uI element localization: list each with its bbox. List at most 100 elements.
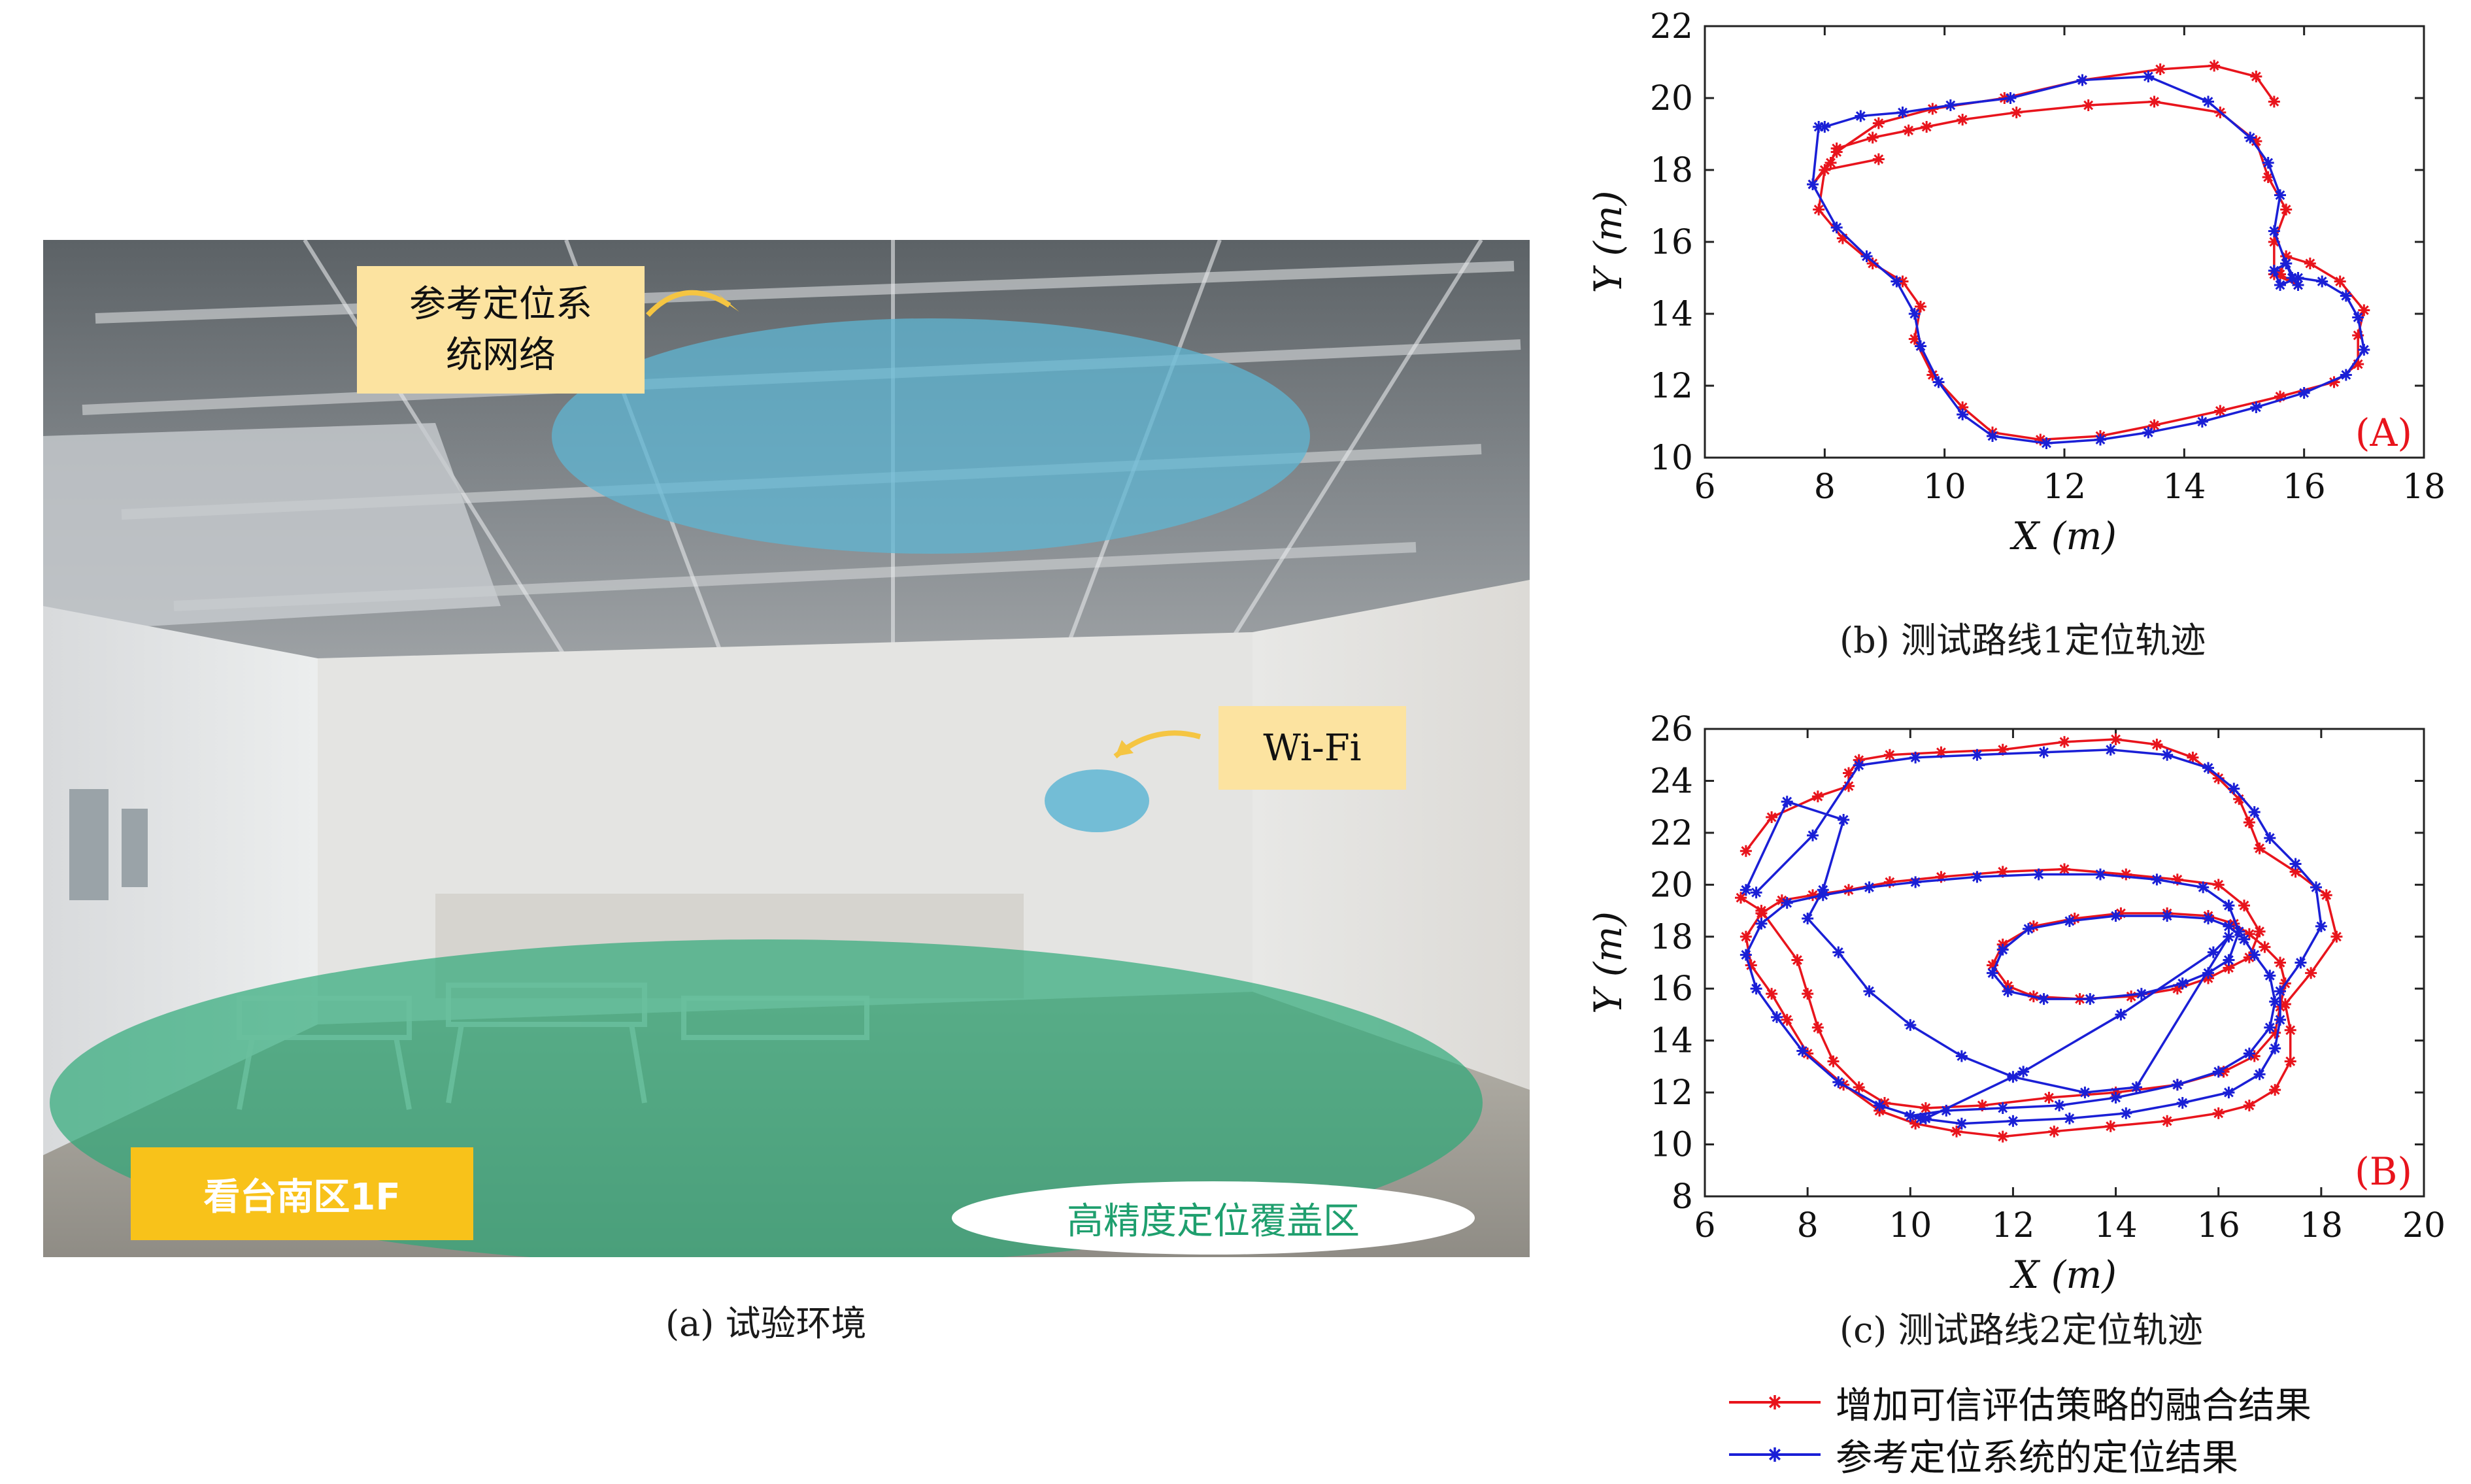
data-point	[2120, 1107, 2132, 1119]
data-point	[1750, 983, 1762, 995]
data-point	[1740, 949, 1752, 961]
legend-symbol-reference	[1729, 1447, 1821, 1462]
data-point	[1891, 275, 1903, 288]
data-point	[1863, 985, 1875, 998]
data-point	[1830, 146, 1843, 158]
data-point	[2125, 990, 2138, 1003]
data-point	[2316, 275, 2328, 288]
data-point	[2358, 304, 2370, 316]
data-point	[2094, 868, 2106, 881]
data-point	[1813, 203, 1825, 216]
data-point	[2115, 1008, 2127, 1020]
route2-caption: (c) 测试路线2定位轨迹	[1840, 1309, 2203, 1351]
data-point	[2264, 832, 2276, 844]
x-tick-label: 6	[1694, 467, 1715, 507]
data-point	[2315, 920, 2327, 932]
x-tick-label: 16	[2283, 467, 2326, 507]
data-point	[1807, 829, 1819, 841]
data-point	[1904, 1019, 1917, 1031]
reference-network-ellipse	[552, 318, 1310, 554]
data-point	[2212, 1107, 2225, 1119]
data-point	[2248, 949, 2261, 961]
data-point	[2238, 933, 2250, 945]
data-point	[2196, 416, 2208, 428]
data-point	[2063, 915, 2076, 927]
data-point	[2154, 63, 2166, 75]
data-point	[1996, 866, 2009, 878]
data-point	[2040, 437, 2053, 449]
data-point	[1802, 912, 1814, 924]
x-axis-label: X (m)	[2009, 1253, 2117, 1297]
data-point	[1976, 1099, 1989, 1111]
data-point	[2002, 985, 2014, 998]
data-point	[1951, 1125, 1962, 1138]
data-point	[1832, 946, 1845, 958]
data-point	[1791, 954, 1804, 966]
data-point	[2274, 189, 2286, 201]
data-point	[1955, 1117, 1968, 1130]
data-point	[2340, 369, 2352, 381]
y-tick-label: 14	[1650, 295, 1693, 334]
data-point	[2253, 1068, 2266, 1081]
data-point	[2284, 1024, 2296, 1036]
data-point	[2027, 920, 2040, 932]
y-tick-label: 22	[1650, 814, 1693, 853]
data-point	[1832, 1076, 1845, 1088]
data-point	[1863, 881, 1875, 894]
data-point	[1940, 1104, 1953, 1117]
data-point	[2264, 970, 2276, 982]
data-point	[1819, 121, 1831, 133]
data-point	[2161, 1115, 2174, 1127]
data-point	[2248, 1050, 2261, 1062]
data-point	[2289, 866, 2302, 878]
data-point	[2305, 967, 2317, 979]
y-tick-label: 18	[1650, 151, 1693, 190]
data-point	[1807, 889, 1819, 902]
data-point	[1996, 943, 2009, 956]
data-point	[2243, 928, 2255, 940]
data-point	[2208, 59, 2221, 72]
data-point	[2104, 743, 2117, 756]
data-point	[2279, 998, 2291, 1011]
data-point	[1904, 1109, 1917, 1122]
y-tick-label: 22	[1650, 7, 1693, 46]
series-reference	[1807, 71, 2370, 449]
data-point	[1811, 790, 1824, 803]
data-point	[1755, 905, 1768, 917]
data-point	[1745, 959, 1757, 971]
data-point	[2084, 993, 2096, 1005]
data-point	[1957, 114, 1969, 126]
data-point	[1843, 767, 1855, 779]
data-point	[2280, 258, 2293, 269]
data-point	[1775, 894, 1788, 907]
data-point	[1824, 157, 1837, 169]
data-point	[2274, 279, 2286, 291]
data-point	[2110, 910, 2122, 922]
data-point	[2094, 433, 2106, 446]
y-tick-label: 10	[1650, 439, 1693, 478]
y-tick-label: 8	[1672, 1177, 1693, 1217]
data-point	[1996, 1102, 2009, 1114]
data-point	[1971, 749, 1983, 761]
data-point	[1811, 1021, 1824, 1034]
data-point	[2110, 733, 2122, 745]
data-point	[2228, 783, 2240, 795]
data-point	[2130, 1081, 2142, 1094]
data-point	[1957, 401, 1969, 413]
wifi-ellipse	[1045, 769, 1149, 832]
data-point	[1796, 1045, 1809, 1057]
data-point	[2269, 1026, 2281, 1039]
data-point	[2202, 967, 2214, 979]
data-point	[2340, 290, 2352, 302]
y-tick-label: 16	[1650, 970, 1693, 1009]
data-point	[2053, 1099, 2066, 1111]
data-point	[1909, 751, 1922, 764]
data-point	[2243, 1099, 2255, 1111]
data-point	[2292, 272, 2304, 284]
data-point	[2212, 1066, 2225, 1078]
data-point	[1919, 1102, 1932, 1114]
data-point	[1827, 1055, 1840, 1068]
data-point	[2214, 405, 2227, 417]
data-point	[2269, 1042, 2281, 1054]
